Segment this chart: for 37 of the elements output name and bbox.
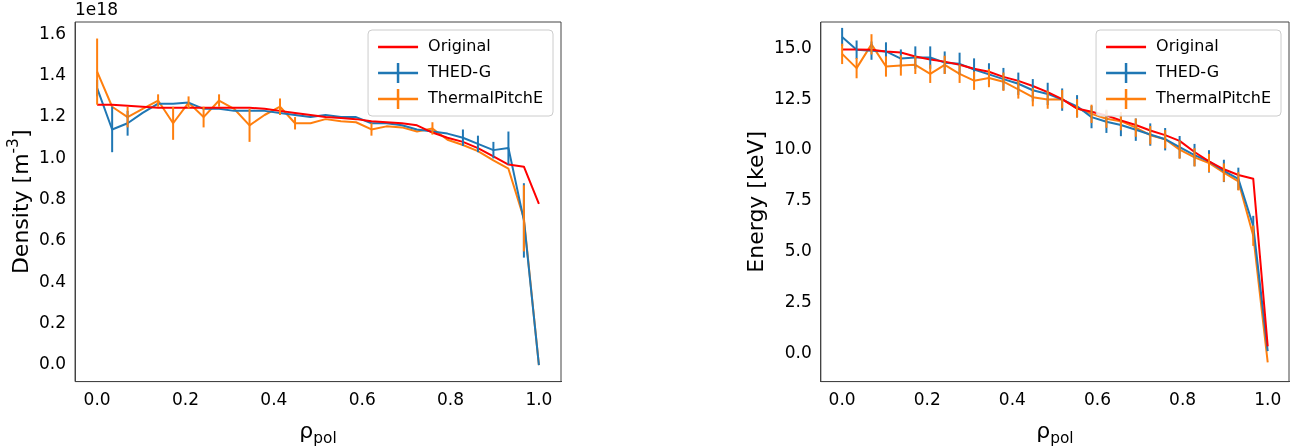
x-tick-label: 0.2	[913, 389, 941, 410]
y-tick-label: 0.0	[38, 353, 67, 374]
y-axis-title: Energy [keV]	[742, 130, 768, 273]
y-tick-label: 12.5	[773, 87, 812, 108]
x-tick-label: 0.8	[1169, 389, 1197, 410]
x-tick-label: 0.0	[83, 389, 111, 410]
y-tick-label: 2.5	[784, 290, 812, 311]
text: 1e18	[75, 0, 118, 19]
x-tick-label: 0.8	[437, 389, 465, 410]
x-tick-label: 0.4	[260, 389, 288, 410]
x-tick-label: 0.6	[1083, 389, 1112, 410]
x-tick-label: 0.2	[171, 389, 200, 410]
y-tick-label: 5.0	[784, 240, 812, 260]
y-tick-label: 15.0	[773, 36, 812, 57]
y-tick-label: 0.2	[38, 312, 67, 333]
y-tick-label: 0.8	[38, 188, 67, 209]
legend-label: THED-G	[1155, 62, 1220, 82]
y-tick-label: 0.4	[38, 270, 67, 291]
x-tick-label: 1.0	[525, 389, 553, 410]
y-tick-label: 1.6	[38, 22, 67, 43]
legend-label: Original	[1156, 36, 1219, 56]
legend-label: ThermalPitchE	[1155, 88, 1271, 108]
x-tick-label: 0.6	[348, 389, 376, 410]
legend-label: Original	[428, 36, 491, 56]
legend-label: THED-G	[427, 62, 492, 82]
y-tick-label: 1.4	[38, 64, 67, 85]
y-axis-title: Density [m-3]	[4, 129, 33, 275]
x-tick-label: 1.0	[1254, 389, 1282, 410]
y-tick-label: 7.5	[784, 189, 812, 210]
y-tick-label: 1.0	[38, 146, 67, 167]
x-tick-label: 0.4	[998, 389, 1026, 410]
y-tick-label: 1.2	[38, 105, 67, 126]
y-tick-label: 10.0	[773, 138, 812, 159]
legend-label: ThermalPitchE	[427, 88, 543, 108]
x-tick-label: 0.0	[828, 389, 856, 410]
y-tick-label: 0.0	[784, 341, 812, 362]
y-tick-label: 0.6	[38, 229, 67, 250]
